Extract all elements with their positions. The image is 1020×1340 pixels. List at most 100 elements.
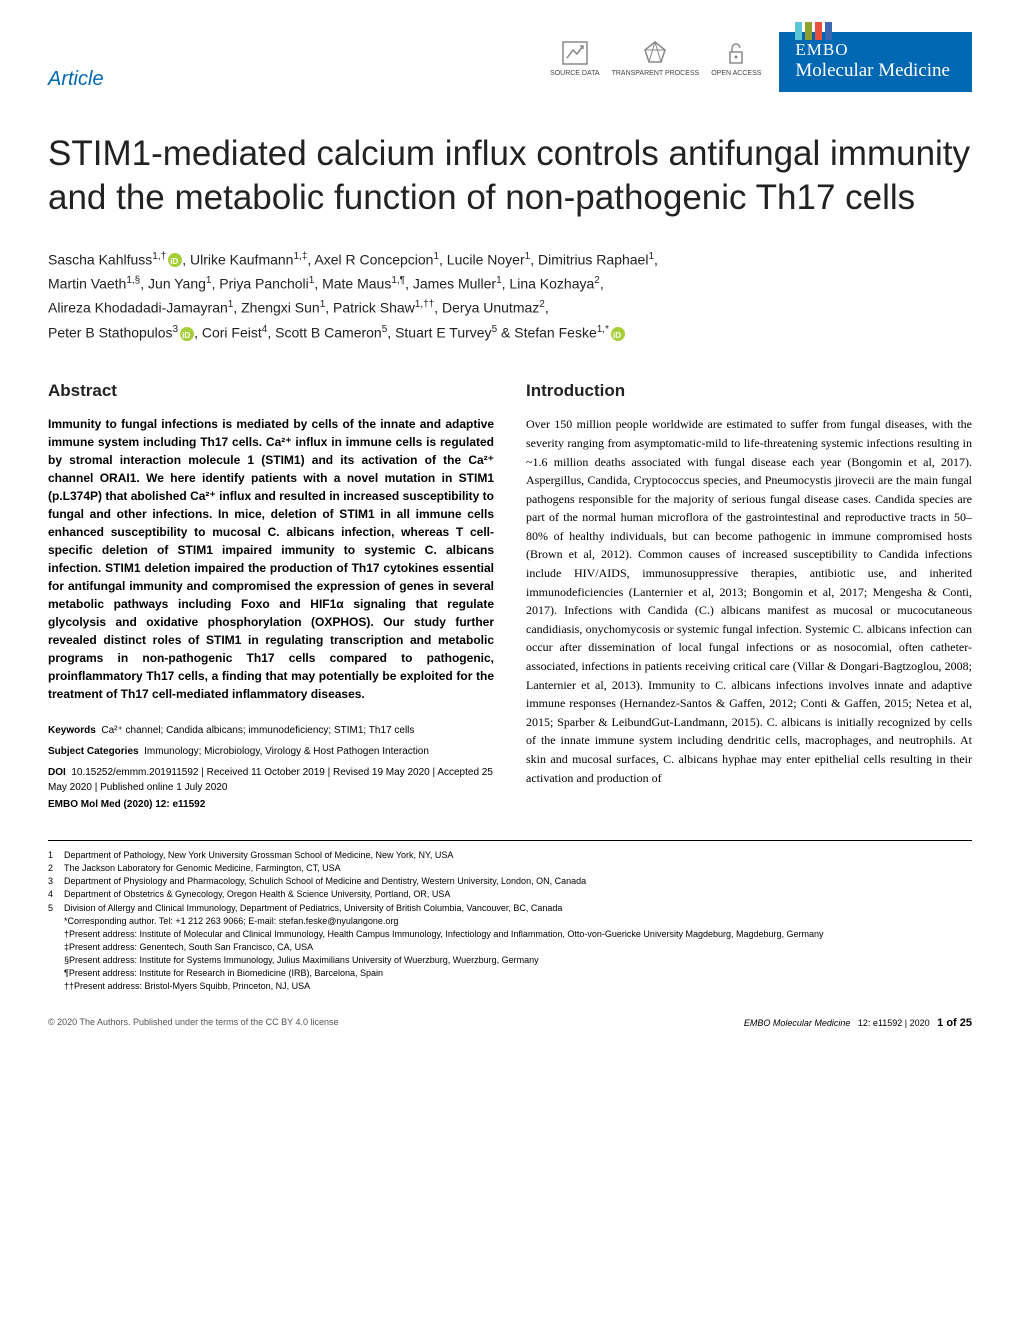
orcid-icon[interactable] bbox=[180, 327, 194, 341]
subject-categories-body: Immunology; Microbiology, Virology & Hos… bbox=[144, 746, 429, 757]
sep: , bbox=[600, 276, 604, 292]
page-footer: © 2020 The Authors. Published under the … bbox=[48, 1017, 972, 1029]
author: , Lina Kozhaya bbox=[502, 276, 595, 292]
author: Sascha Kahlfuss bbox=[48, 251, 152, 267]
author: , Derya Unutmaz bbox=[434, 300, 539, 316]
affiliation-number: 2 bbox=[48, 862, 58, 875]
affiliation-number bbox=[48, 954, 58, 967]
affiliation-number: 5 bbox=[48, 902, 58, 915]
stripe-2 bbox=[805, 22, 812, 40]
stripe-3 bbox=[815, 22, 822, 40]
affiliation-text: ††Present address: Bristol-Myers Squibb,… bbox=[64, 980, 310, 993]
journal-name-label: Molecular Medicine bbox=[795, 60, 950, 82]
keywords-block: Keywords Ca²⁺ channel; Candida albicans;… bbox=[48, 723, 494, 738]
article-type-label: Article bbox=[48, 68, 104, 91]
subject-categories-label: Subject Categories bbox=[48, 746, 139, 757]
affiliation-text: §Present address: Institute for Systems … bbox=[64, 954, 539, 967]
footer-copyright: © 2020 The Authors. Published under the … bbox=[48, 1017, 338, 1029]
author: , Stuart E Turvey bbox=[387, 325, 491, 341]
affiliation-number: 1 bbox=[48, 849, 58, 862]
abstract-column: Abstract Immunity to fungal infections i… bbox=[48, 381, 494, 810]
affiliation-row: 2The Jackson Laboratory for Genomic Medi… bbox=[48, 862, 972, 875]
abstract-heading: Abstract bbox=[48, 381, 494, 401]
affiliation-text: †Present address: Institute of Molecular… bbox=[64, 928, 824, 941]
page-header: Article SOURCE DATA TRANSPARENT PROCESS … bbox=[48, 32, 972, 92]
keywords-body: Ca²⁺ channel; Candida albicans; immunode… bbox=[101, 725, 414, 736]
author: , Patrick Shaw bbox=[325, 300, 414, 316]
affiliation-row: 4Department of Obstetrics & Gynecology, … bbox=[48, 888, 972, 901]
footer-volume: 12: e11592 | 2020 bbox=[858, 1018, 930, 1028]
affiliation-text: Department of Pathology, New York Univer… bbox=[64, 849, 453, 862]
affiliation-number bbox=[48, 928, 58, 941]
open-access-label: OPEN ACCESS bbox=[711, 70, 761, 78]
header-right: SOURCE DATA TRANSPARENT PROCESS OPEN ACC… bbox=[550, 32, 972, 92]
author: Martin Vaeth bbox=[48, 276, 126, 292]
orcid-icon[interactable] bbox=[168, 253, 182, 267]
author: Peter B Stathopulos bbox=[48, 325, 173, 341]
stripe-1 bbox=[795, 22, 802, 40]
author-affil-sup: 3 bbox=[173, 324, 179, 335]
author-list: Sascha Kahlfuss1,†, Ulrike Kaufmann1,‡, … bbox=[48, 248, 972, 346]
author: & Stefan Feske bbox=[497, 325, 597, 341]
author: , Dimitrius Raphael bbox=[530, 251, 648, 267]
transparent-process-badge: TRANSPARENT PROCESS bbox=[612, 40, 700, 78]
open-access-icon bbox=[722, 40, 750, 66]
affiliation-text: *Corresponding author. Tel: +1 212 263 9… bbox=[64, 915, 398, 928]
subject-categories-block: Subject Categories Immunology; Microbiol… bbox=[48, 744, 494, 759]
introduction-body: Over 150 million people worldwide are es… bbox=[526, 415, 972, 787]
affiliation-row: †Present address: Institute of Molecular… bbox=[48, 928, 972, 941]
footer-journal: EMBO Molecular Medicine bbox=[744, 1018, 851, 1028]
affiliation-number: 3 bbox=[48, 875, 58, 888]
affiliation-text: ‡Present address: Genentech, South San F… bbox=[64, 941, 313, 954]
article-title: STIM1-mediated calcium influx controls a… bbox=[48, 132, 972, 220]
affiliation-number bbox=[48, 967, 58, 980]
transparent-process-label: TRANSPARENT PROCESS bbox=[612, 70, 700, 78]
introduction-heading: Introduction bbox=[526, 381, 972, 401]
sep: , bbox=[654, 251, 658, 267]
affiliation-number bbox=[48, 941, 58, 954]
author: , Mate Maus bbox=[314, 276, 391, 292]
author: , Axel R Concepcion bbox=[307, 251, 433, 267]
open-access-badge: OPEN ACCESS bbox=[711, 40, 761, 78]
author-affil-sup: 1,‡ bbox=[293, 251, 307, 262]
affiliation-text: Division of Allergy and Clinical Immunol… bbox=[64, 902, 562, 915]
footer-right: EMBO Molecular Medicine 12: e11592 | 202… bbox=[744, 1017, 972, 1029]
sep: , bbox=[545, 300, 549, 316]
affiliation-number bbox=[48, 915, 58, 928]
source-data-icon bbox=[561, 40, 589, 66]
affiliation-text: Department of Physiology and Pharmacolog… bbox=[64, 875, 586, 888]
affiliation-row: §Present address: Institute for Systems … bbox=[48, 954, 972, 967]
author: , Zhengxi Sun bbox=[233, 300, 319, 316]
journal-text: EMBO Molecular Medicine bbox=[795, 40, 950, 82]
affiliation-row: 1 Department of Pathology, New York Unive… bbox=[48, 849, 972, 862]
affiliations-block: 1 Department of Pathology, New York Unive… bbox=[48, 849, 972, 993]
author: , Ulrike Kaufmann bbox=[182, 251, 293, 267]
divider bbox=[48, 840, 972, 841]
author: , Lucile Noyer bbox=[439, 251, 525, 267]
journal-banner: EMBO Molecular Medicine bbox=[779, 32, 972, 92]
transparent-process-icon bbox=[641, 40, 669, 66]
affiliation-row: *Corresponding author. Tel: +1 212 263 9… bbox=[48, 915, 972, 928]
doi-label: DOI bbox=[48, 767, 66, 778]
affiliation-row: ‡Present address: Genentech, South San F… bbox=[48, 941, 972, 954]
author-affil-sup: 1,† bbox=[152, 251, 166, 262]
affiliation-text: ¶Present address: Institute for Research… bbox=[64, 967, 383, 980]
source-data-label: SOURCE DATA bbox=[550, 70, 600, 78]
badge-row: SOURCE DATA TRANSPARENT PROCESS OPEN ACC… bbox=[550, 40, 761, 78]
orcid-icon[interactable] bbox=[611, 327, 625, 341]
two-column-layout: Abstract Immunity to fungal infections i… bbox=[48, 381, 972, 810]
stripe-4 bbox=[825, 22, 832, 40]
author-affil-sup: 1,§ bbox=[126, 275, 140, 286]
affiliation-number bbox=[48, 980, 58, 993]
footer-page: 1 of 25 bbox=[937, 1017, 972, 1029]
author: , Scott B Cameron bbox=[267, 325, 381, 341]
journal-embo-label: EMBO bbox=[795, 40, 950, 60]
affiliation-row: 3 Department of Physiology and Pharmacolo… bbox=[48, 875, 972, 888]
publication-info: EMBO Mol Med (2020) 12: e11592 bbox=[48, 799, 494, 810]
author: Alireza Khodadadi-Jamayran bbox=[48, 300, 228, 316]
author-affil-sup: 1,* bbox=[597, 324, 609, 335]
journal-stripes bbox=[795, 22, 832, 40]
keywords-label: Keywords bbox=[48, 725, 96, 736]
affiliation-row: ¶Present address: Institute for Research… bbox=[48, 967, 972, 980]
author: , Priya Pancholi bbox=[211, 276, 308, 292]
